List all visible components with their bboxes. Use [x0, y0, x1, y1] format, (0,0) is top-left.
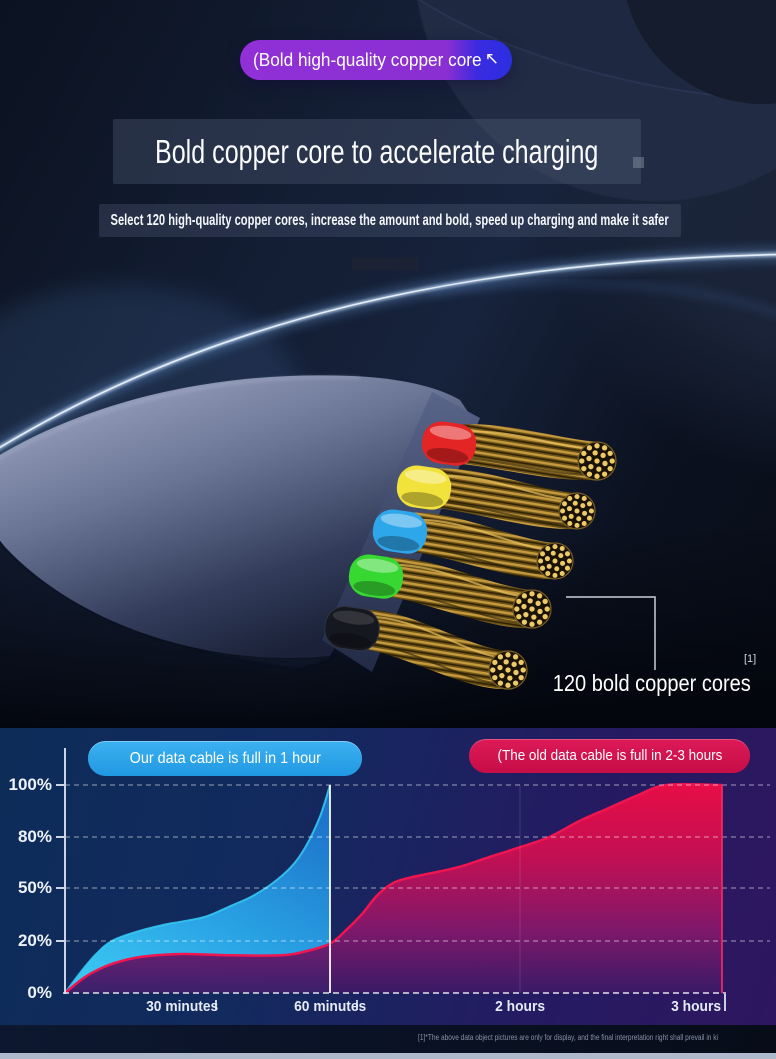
- subtitle-panel: Select 120 high-quality copper cores, in…: [99, 204, 681, 237]
- page-subtitle: Select 120 high-quality copper cores, in…: [110, 211, 670, 229]
- copper-strands: [357, 609, 508, 690]
- x-axis-label: 60 minutes: [293, 998, 367, 1015]
- copper-strands: [454, 424, 597, 481]
- page-title: Bold copper core to accelerate charging: [155, 132, 599, 170]
- our-cable-area: [65, 785, 330, 993]
- y-axis: [56, 748, 66, 994]
- wire-cap: [396, 465, 452, 510]
- y-axis-label: 80%: [17, 827, 52, 846]
- cable-illustration: [0, 0, 776, 690]
- y-axis-label: 0%: [27, 983, 52, 1002]
- wire-cap: [348, 554, 404, 599]
- wire-cap: [372, 509, 428, 554]
- wire-4: [324, 605, 528, 690]
- footnote-marker: [1]: [744, 653, 757, 665]
- decorative-bar: [352, 258, 418, 270]
- copper-strands: [381, 557, 532, 629]
- charging-comparison-chart: Our data cable is full in 1 hour (The ol…: [0, 728, 776, 1025]
- copper-core-cross-section: [577, 441, 617, 481]
- feature-badge: (Bold high-quality copper core ↖: [240, 36, 512, 80]
- wire-layer: [324, 421, 617, 690]
- copper-core-cross-section: [558, 492, 596, 530]
- x-axis-label: 2 hours: [495, 998, 545, 1015]
- comparison-chart-svg: [56, 748, 770, 994]
- y-axis-label: 100%: [8, 775, 52, 794]
- copper-strands: [429, 468, 577, 530]
- our-cable-legend-label: Our data cable is full in 1 hour: [129, 749, 321, 767]
- old-cable-area: [65, 784, 722, 993]
- footer-bar: [0, 1025, 776, 1053]
- feature-badge-label: (Bold high-quality copper core: [253, 49, 482, 70]
- wire-1: [396, 465, 596, 530]
- x-axis-label: 3 hours: [671, 998, 721, 1015]
- bottom-strip: [0, 1053, 776, 1059]
- our-cable-legend-badge: Our data cable is full in 1 hour: [88, 741, 362, 776]
- old-cable-legend-label: (The old data cable is full in 2-3 hours: [497, 748, 722, 764]
- old-cable-line: [64, 783, 723, 994]
- wire-cap: [421, 421, 477, 466]
- copper-core-cross-section: [488, 650, 528, 690]
- y-axis-label: 20%: [17, 931, 52, 950]
- x-axis-tick: [356, 1000, 358, 1010]
- decorative-dot: [633, 157, 644, 168]
- copper-core-cross-section: [536, 542, 574, 580]
- y-axis-label: 50%: [17, 878, 52, 897]
- wire-cap: [324, 605, 380, 652]
- x-axis-tick: [215, 1000, 217, 1010]
- old-cable-legend-badge: (The old data cable is full in 2-3 hours: [469, 739, 750, 773]
- copper-cores-callout: 120 bold copper cores: [538, 670, 762, 697]
- wire-3: [348, 554, 552, 629]
- wire-2: [372, 509, 574, 580]
- footer-disclaimer: [1]*The above data object pictures are o…: [418, 1033, 718, 1042]
- gridlines: [65, 784, 770, 942]
- title-panel: Bold copper core to accelerate charging: [113, 119, 641, 184]
- wire-0: [421, 421, 617, 481]
- copper-cores-label: 120 bold copper cores: [552, 670, 751, 696]
- copper-core-cross-section: [512, 589, 552, 629]
- arrow-up-left-icon: ↖: [484, 49, 499, 68]
- our-cable-line: [64, 784, 331, 994]
- hero-photo-section: (Bold high-quality copper core ↖ Bold co…: [0, 0, 776, 728]
- callout-leader-line: [566, 596, 656, 670]
- x-axis-label: 30 minutes: [145, 998, 219, 1015]
- x-axis-tick: [724, 994, 726, 1011]
- background-device-shape: [419, 0, 776, 104]
- copper-strands: [405, 512, 555, 580]
